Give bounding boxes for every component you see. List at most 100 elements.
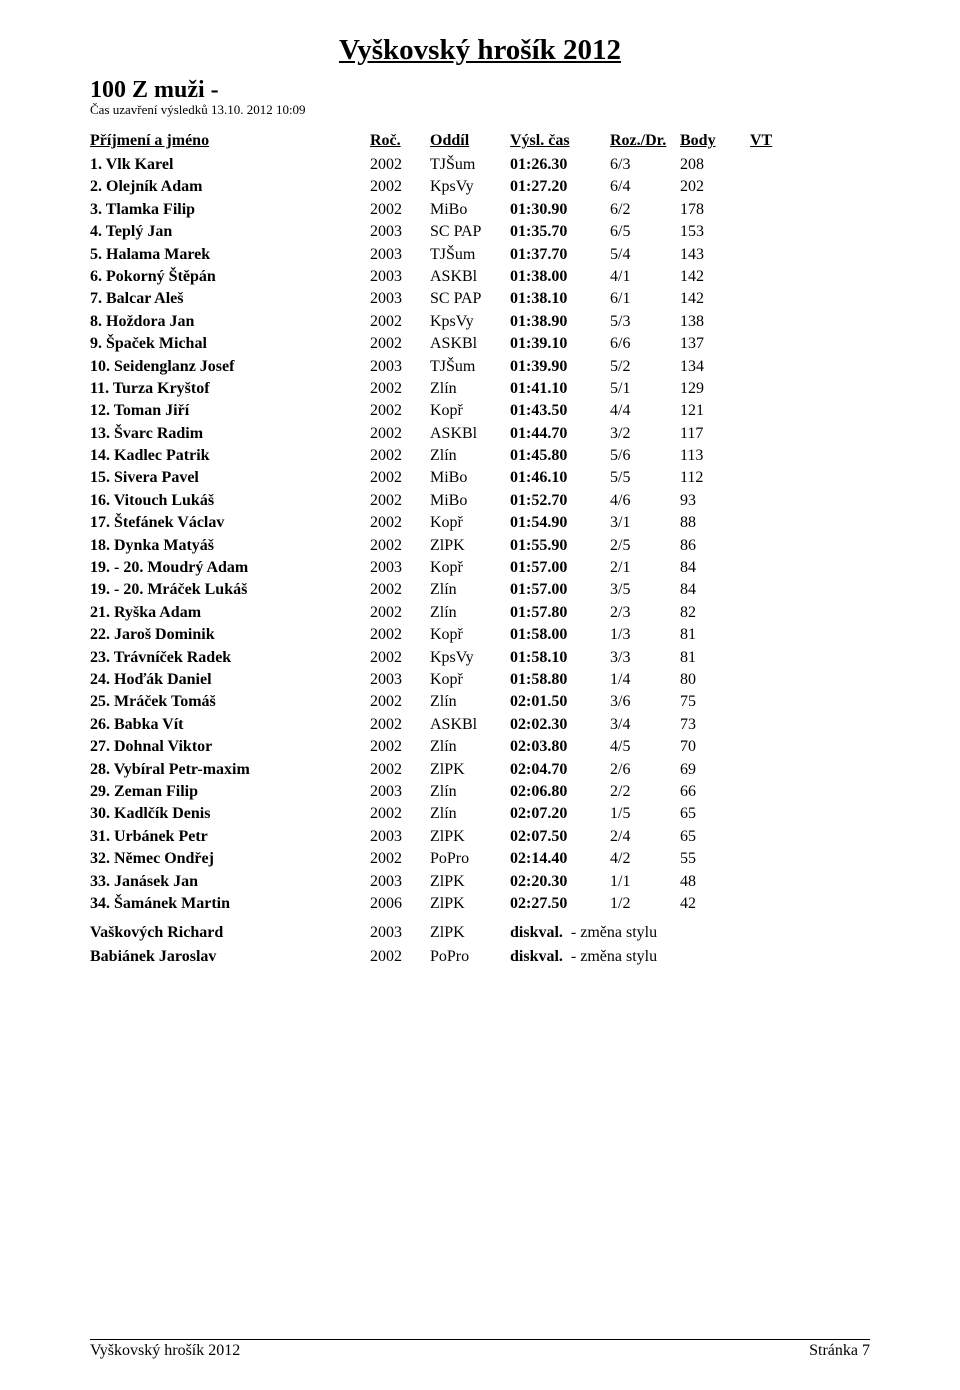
cell-roz: 1/3 [610, 624, 680, 646]
cell-vt [750, 669, 800, 691]
cell-roc: 2003 [370, 244, 430, 266]
table-row: 32. Němec Ondřej2002PoPro02:14.404/255 [90, 848, 870, 870]
cell-club: Zlín [430, 736, 510, 758]
cell-time: 01:58.10 [510, 647, 610, 669]
cell-roc: 2002 [370, 154, 430, 176]
cell-roc: 2002 [370, 759, 430, 781]
cell-name: 28. Vybíral Petr-maxim [90, 759, 370, 781]
dq-row: Babiánek Jaroslav2002PoProdiskval. - změ… [90, 945, 870, 969]
cell-club: SC PAP [430, 288, 510, 310]
cell-roz: 4/5 [610, 736, 680, 758]
cell-roc: 2002 [370, 199, 430, 221]
cell-body: 81 [680, 647, 750, 669]
cell-roz: 3/4 [610, 714, 680, 736]
cell-body: 69 [680, 759, 750, 781]
cell-club: Zlín [430, 781, 510, 803]
cell-roc: 2003 [370, 826, 430, 848]
cell-time: 02:07.50 [510, 826, 610, 848]
cell-body: 80 [680, 669, 750, 691]
cell-club: Zlín [430, 579, 510, 601]
table-row: 33. Janásek Jan2003ZlPK02:20.301/148 [90, 871, 870, 893]
cell-roc: 2006 [370, 893, 430, 915]
cell-roc: 2003 [370, 266, 430, 288]
cell-time: 01:37.70 [510, 244, 610, 266]
cell-vt [750, 781, 800, 803]
cell-roc: 2003 [370, 921, 430, 945]
cell-roc: 2003 [370, 221, 430, 243]
cell-vt [750, 893, 800, 915]
cell-body: 113 [680, 445, 750, 467]
cell-vt [750, 602, 800, 624]
cell-roz: 3/6 [610, 691, 680, 713]
cell-time: 01:45.80 [510, 445, 610, 467]
cell-roz: 5/6 [610, 445, 680, 467]
cell-name: 7. Balcar Aleš [90, 288, 370, 310]
cell-vt [750, 759, 800, 781]
cell-roc: 2002 [370, 945, 430, 969]
cell-club: ZlPK [430, 893, 510, 915]
table-row: 22. Jaroš Dominik2002Kopř01:58.001/381 [90, 624, 870, 646]
header-name: Příjmení a jméno [90, 132, 370, 150]
results-body: 1. Vlk Karel2002TJŠum01:26.306/32082. Ol… [90, 154, 870, 915]
header-club: Oddíl [430, 132, 510, 150]
cell-name: 2. Olejník Adam [90, 176, 370, 198]
cell-name: 5. Halama Marek [90, 244, 370, 266]
page: Vyškovský hrošík 2012 100 Z muži - Čas u… [0, 0, 960, 1390]
cell-club: ZlPK [430, 759, 510, 781]
table-row: 8. Hoždora Jan2002KpsVy01:38.905/3138 [90, 311, 870, 333]
cell-roc: 2003 [370, 871, 430, 893]
cell-roc: 2003 [370, 356, 430, 378]
table-row: 4. Teplý Jan2003SC PAP01:35.706/5153 [90, 221, 870, 243]
cell-body: 84 [680, 557, 750, 579]
cell-club: Kopř [430, 400, 510, 422]
cell-vt [750, 736, 800, 758]
cell-name: 10. Seidenglanz Josef [90, 356, 370, 378]
closing-time: Čas uzavření výsledků 13.10. 2012 10:09 [90, 102, 870, 118]
cell-club: ZlPK [430, 921, 510, 945]
cell-club: TJŠum [430, 244, 510, 266]
cell-body: 129 [680, 378, 750, 400]
cell-vt [750, 871, 800, 893]
cell-vt [750, 691, 800, 713]
table-row: 25. Mráček Tomáš2002Zlín02:01.503/675 [90, 691, 870, 713]
table-row: 13. Švarc Radim2002ASKBl01:44.703/2117 [90, 423, 870, 445]
cell-roz: 4/1 [610, 266, 680, 288]
cell-vt [750, 848, 800, 870]
cell-vt [750, 467, 800, 489]
cell-vt [750, 423, 800, 445]
cell-body: 42 [680, 893, 750, 915]
footer-left: Vyškovský hrošík 2012 [90, 1342, 240, 1360]
table-row: 10. Seidenglanz Josef2003TJŠum01:39.905/… [90, 356, 870, 378]
cell-vt [750, 356, 800, 378]
table-row: 19. - 20. Moudrý Adam2003Kopř01:57.002/1… [90, 557, 870, 579]
cell-body: 117 [680, 423, 750, 445]
cell-vt [750, 311, 800, 333]
cell-vt [750, 445, 800, 467]
cell-time: 01:58.00 [510, 624, 610, 646]
cell-club: MiBo [430, 467, 510, 489]
cell-name: 29. Zeman Filip [90, 781, 370, 803]
table-row: 34. Šamánek Martin2006ZlPK02:27.501/242 [90, 893, 870, 915]
cell-reason: diskval. - změna stylu [510, 945, 770, 969]
cell-time: 01:43.50 [510, 400, 610, 422]
cell-roc: 2003 [370, 557, 430, 579]
table-row: 15. Sivera Pavel2002MiBo01:46.105/5112 [90, 467, 870, 489]
table-row: 24. Hoďák Daniel2003Kopř01:58.801/480 [90, 669, 870, 691]
cell-club: ASKBl [430, 266, 510, 288]
cell-name: 4. Teplý Jan [90, 221, 370, 243]
cell-roc: 2002 [370, 579, 430, 601]
cell-time: 01:44.70 [510, 423, 610, 445]
cell-club: ASKBl [430, 333, 510, 355]
cell-vt [750, 512, 800, 534]
cell-name: 31. Urbánek Petr [90, 826, 370, 848]
table-row: 3. Tlamka Filip2002MiBo01:30.906/2178 [90, 199, 870, 221]
cell-name: 34. Šamánek Martin [90, 893, 370, 915]
cell-name: 14. Kadlec Patrik [90, 445, 370, 467]
cell-vt [750, 400, 800, 422]
cell-roc: 2002 [370, 445, 430, 467]
cell-club: Zlín [430, 378, 510, 400]
cell-club: PoPro [430, 945, 510, 969]
cell-club: MiBo [430, 490, 510, 512]
table-row: 17. Štefánek Václav2002Kopř01:54.903/188 [90, 512, 870, 534]
cell-name: 33. Janásek Jan [90, 871, 370, 893]
